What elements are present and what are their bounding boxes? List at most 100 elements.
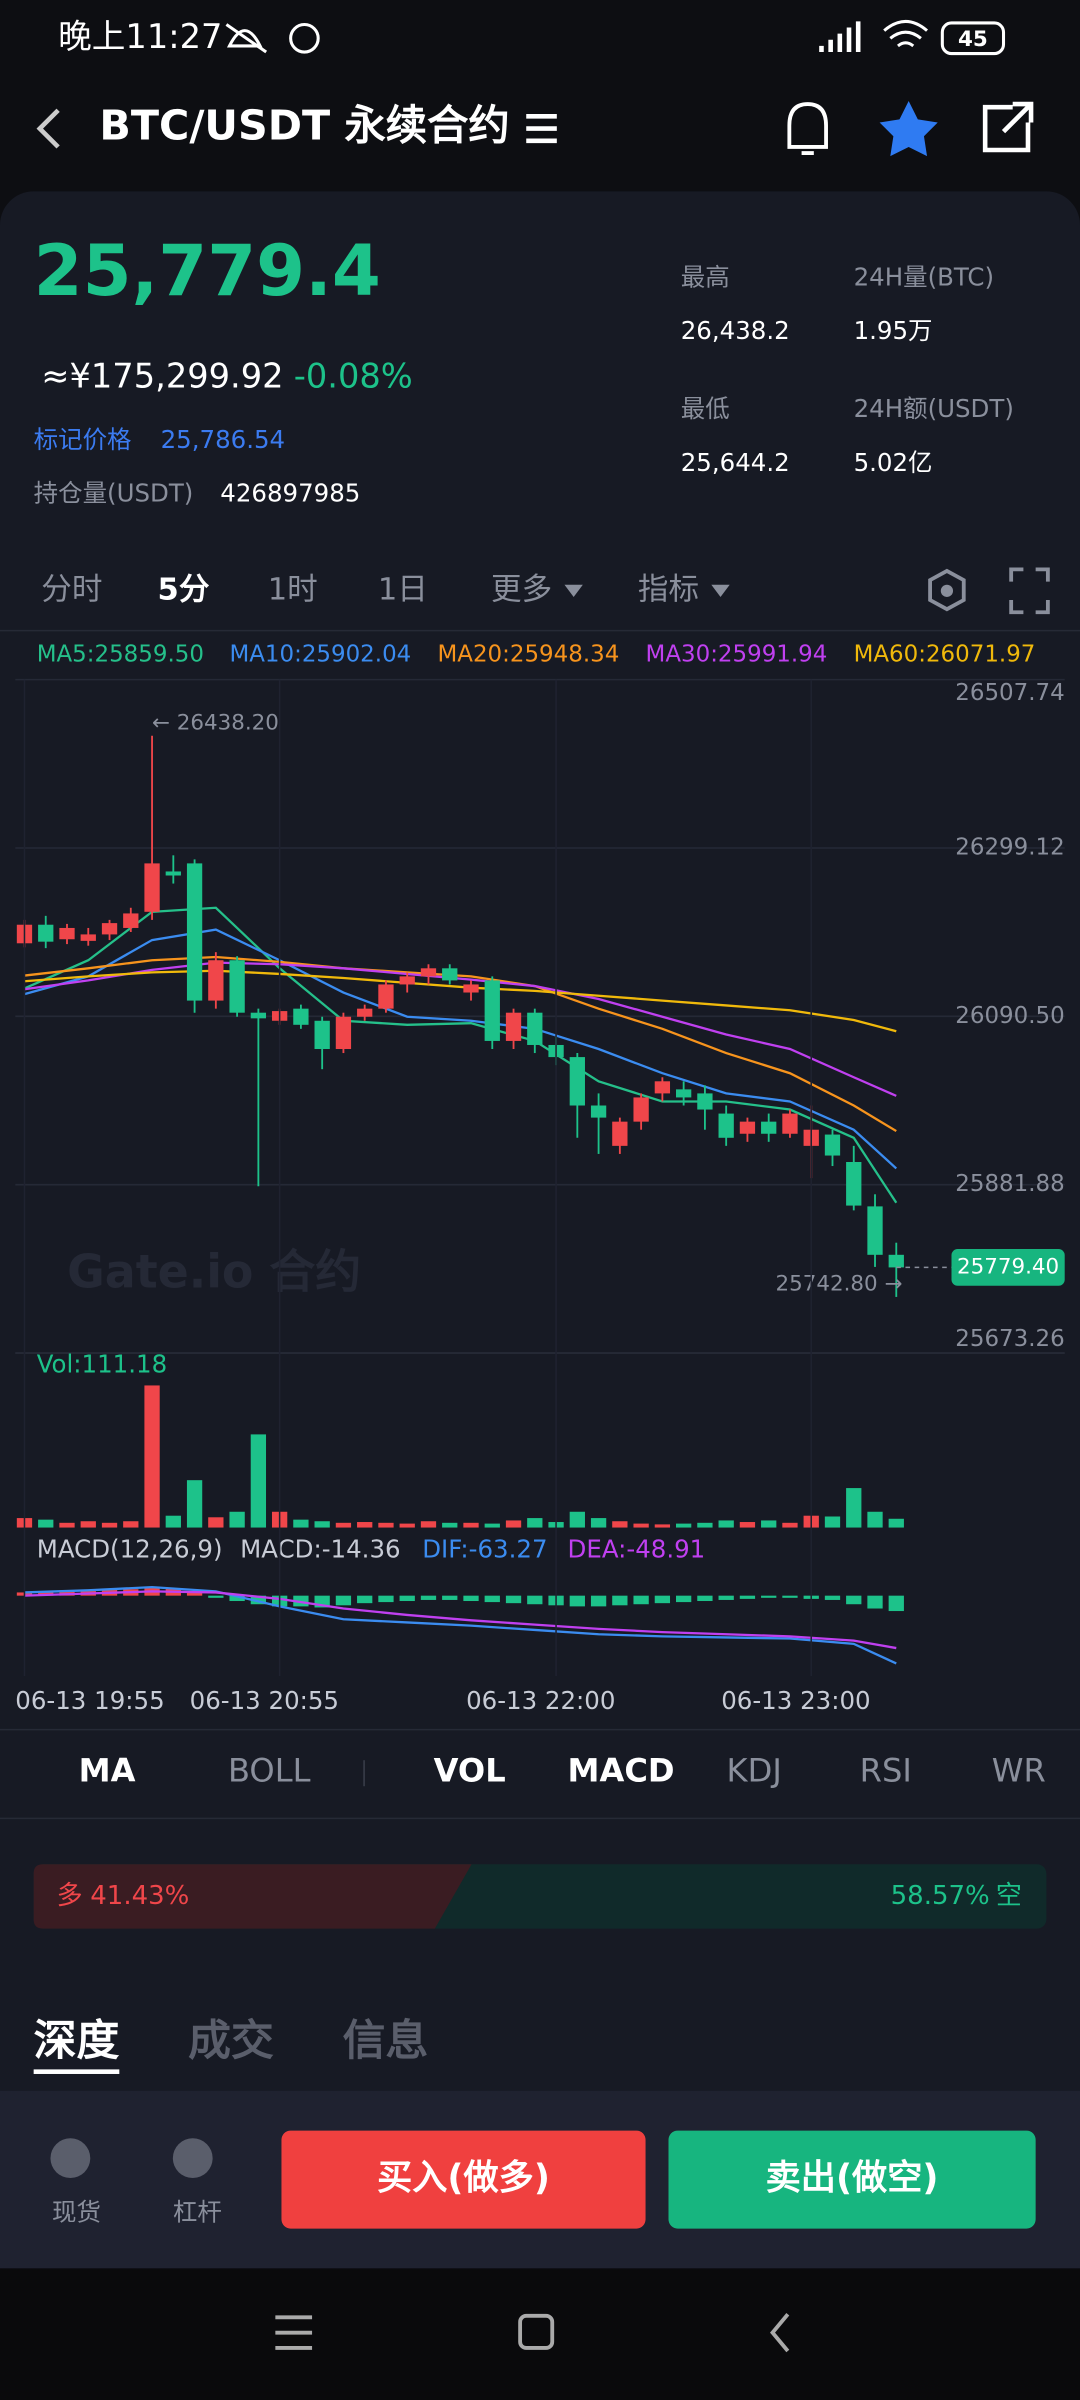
volume-bar: [144, 1385, 160, 1528]
spot-label[interactable]: 现货: [52, 2197, 101, 2226]
volume-bar: [463, 1522, 479, 1528]
volume-bar: [590, 1518, 607, 1528]
candle-body: [165, 871, 181, 876]
high-value: 26,438.2: [681, 316, 790, 345]
short-label: 空: [996, 1881, 1022, 1911]
interval-tab[interactable]: 1时: [268, 572, 318, 607]
favorite-button[interactable]: [879, 101, 938, 157]
oi-label: 持仓量(USDT): [34, 478, 194, 507]
indicator-tab[interactable]: MA: [79, 1751, 136, 1789]
spot-icon[interactable]: [50, 2138, 91, 2179]
volume-bar: [697, 1522, 713, 1528]
y-tick-label: 25673.26: [955, 1326, 1064, 1352]
mute-icon: [225, 23, 268, 54]
macd-bar: [888, 1595, 904, 1612]
candle-body: [399, 976, 415, 985]
info-tab[interactable]: 深度: [34, 2016, 120, 2066]
nav-menu[interactable]: [275, 2315, 313, 2350]
short-value: 58.57%: [891, 1881, 990, 1911]
menu-icon[interactable]: [526, 114, 557, 144]
ma-line: [24, 906, 898, 1204]
macd-bar: [527, 1595, 543, 1605]
indicator-tab[interactable]: BOLL: [228, 1751, 311, 1789]
fullscreen-button[interactable]: [1009, 567, 1050, 615]
ma-legend: MA20:25948.34: [438, 642, 620, 668]
nav-back[interactable]: [770, 2313, 790, 2353]
low-annotation: 25742.80 →: [776, 1272, 903, 1297]
sell-label[interactable]: 卖出(做空): [766, 2158, 939, 2199]
alert-button[interactable]: [787, 102, 828, 155]
wifi-icon: [883, 19, 929, 48]
dif-line: [24, 1585, 897, 1665]
margin-label[interactable]: 杠杆: [173, 2197, 222, 2226]
indicator-tab[interactable]: KDJ: [727, 1751, 782, 1789]
signal-icon: [819, 21, 861, 53]
macd-bar: [399, 1595, 415, 1602]
candle-body: [527, 1012, 543, 1045]
volume-bar: [250, 1434, 267, 1528]
info-tab[interactable]: 信息: [343, 2016, 429, 2066]
volume-bar: [569, 1511, 585, 1528]
x-tick-label: 06-13 19:55: [15, 1686, 164, 1715]
volume-bar: [80, 1521, 96, 1528]
main-card: [0, 191, 1080, 2304]
candle-body: [654, 1081, 671, 1094]
indicator-tab[interactable]: MACD: [568, 1751, 675, 1789]
volume-bar: [824, 1516, 841, 1528]
x-tick-label: 06-13 22:00: [466, 1686, 615, 1715]
volume-bar: [123, 1521, 139, 1528]
y-tick-label: 25881.88: [955, 1171, 1064, 1197]
share-button[interactable]: [982, 101, 1034, 153]
info-tab[interactable]: 成交: [188, 2016, 274, 2066]
settings-button[interactable]: [928, 568, 966, 612]
candle-body: [739, 1121, 756, 1134]
buy-button[interactable]: [281, 2130, 646, 2229]
candle-body: [505, 1012, 522, 1041]
macd-bar: [867, 1595, 883, 1609]
interval-tab[interactable]: 5分: [158, 572, 210, 607]
volume-bar: [505, 1520, 522, 1528]
candle-body: [697, 1093, 713, 1110]
macd-label: DEA:-48.91: [568, 1535, 706, 1564]
macd-bar: [378, 1595, 394, 1603]
interval-tab[interactable]: 分时: [41, 572, 102, 607]
y-tick-label: 26507.74: [955, 680, 1064, 706]
long-label: 多: [57, 1881, 83, 1911]
buy-label[interactable]: 买入(做多): [377, 2158, 550, 2199]
margin-icon[interactable]: [172, 2138, 213, 2179]
macd-bar: [697, 1595, 713, 1602]
vol-label: 24H量(BTC): [854, 263, 994, 292]
volume-bar: [612, 1521, 628, 1528]
macd-bar: [569, 1595, 585, 1607]
nav-home[interactable]: [518, 2313, 555, 2350]
pair-title[interactable]: BTC/USDT 永续合约: [99, 102, 509, 150]
indicator-tab[interactable]: RSI: [860, 1751, 912, 1789]
macd-label: MACD(12,26,9): [37, 1535, 223, 1564]
volume-bar: [208, 1517, 224, 1528]
interval-tab[interactable]: 指标: [638, 572, 699, 607]
indicator-tab[interactable]: WR: [992, 1751, 1046, 1789]
tab-indicator: [33, 2069, 120, 2074]
interval-tab[interactable]: 更多: [491, 572, 552, 607]
x-tick-label: 06-13 23:00: [721, 1686, 870, 1715]
macd-bar: [505, 1595, 522, 1604]
amount-value: 5.02亿: [854, 448, 933, 477]
indicator-tab[interactable]: VOL: [434, 1751, 506, 1789]
volume-bar: [293, 1519, 309, 1528]
candle-body: [186, 863, 203, 1001]
candle-body: [123, 913, 139, 928]
ma-legend: MA30:25991.94: [646, 642, 828, 668]
candle-body: [761, 1121, 777, 1134]
candle-body: [293, 1008, 309, 1025]
volume-bar: [378, 1522, 394, 1528]
macd-bar: [186, 1592, 203, 1596]
sell-button[interactable]: [668, 2130, 1036, 2229]
macd-bar: [314, 1595, 330, 1608]
candle-body: [675, 1089, 692, 1098]
back-button[interactable]: [36, 108, 60, 149]
interval-tab[interactable]: 1日: [378, 572, 428, 607]
candle-body: [463, 984, 479, 993]
macd-bar: [824, 1595, 841, 1600]
candle-body: [38, 924, 54, 942]
